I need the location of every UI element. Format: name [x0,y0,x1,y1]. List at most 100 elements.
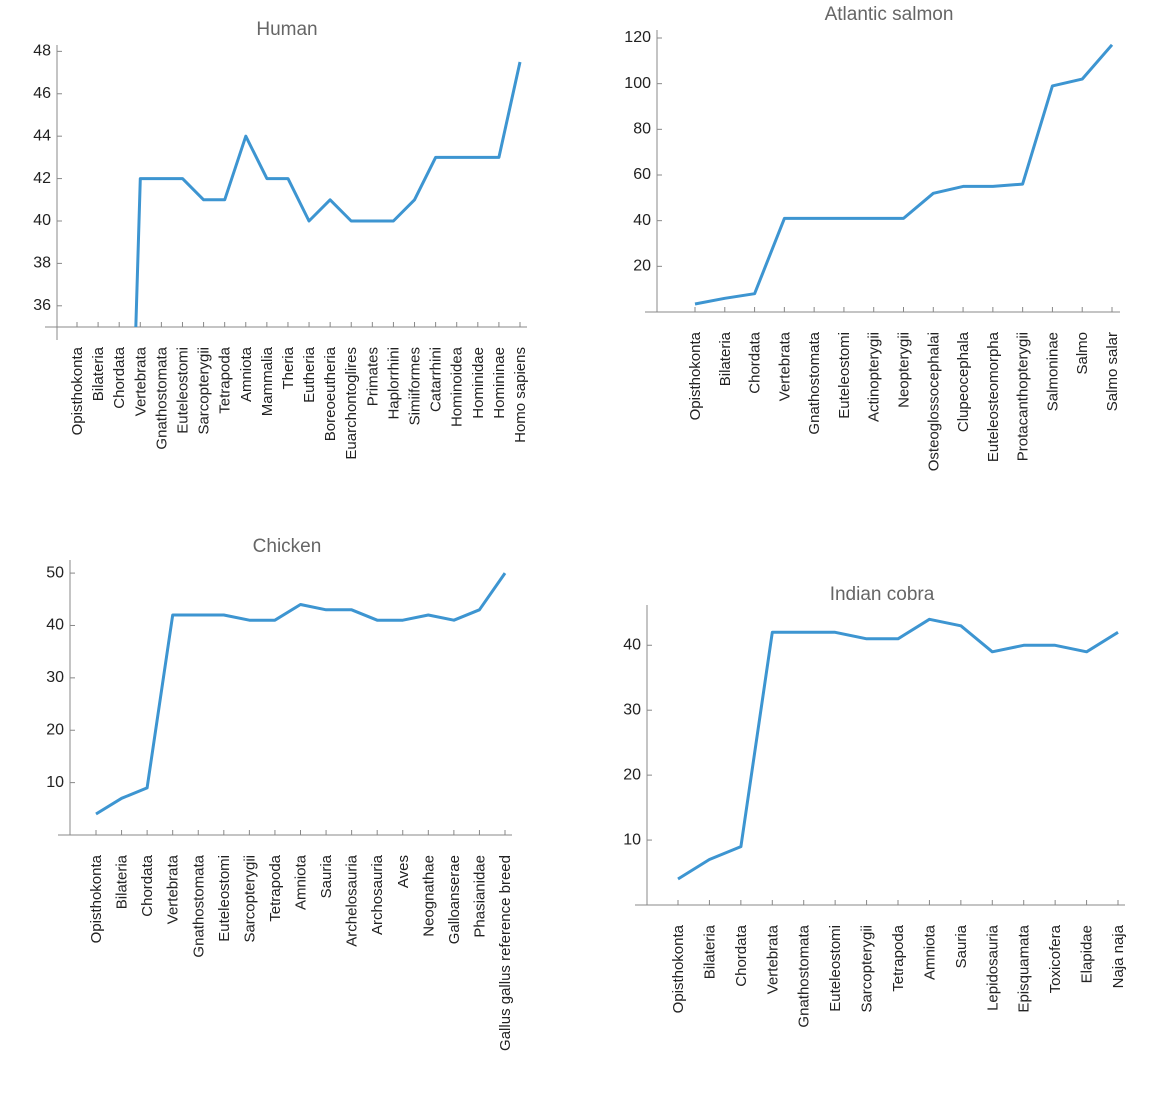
y-tick-label: 42 [33,170,51,187]
chart-title: Atlantic salmon [825,4,954,25]
x-tick-label: Euteleosteomorpha [985,331,1002,462]
x-tick-label: Elapidae [1079,925,1096,983]
x-tick-label: Simiiformes [407,347,424,425]
x-tick-label: Haplorrhini [385,347,402,420]
x-tick-label: Amniota [293,854,310,910]
x-tick-label: Archosauria [369,854,386,935]
data-line [677,617,1119,881]
x-tick-label: Eutheria [301,346,318,403]
data-line [694,43,1114,306]
x-tick-label: Chordata [139,854,156,916]
x-tick-label: Galloanserae [446,855,463,944]
x-tick-label: Opisthokonta [670,924,687,1013]
x-tick-label: Euteleostomi [174,347,191,434]
y-tick-label: 40 [46,617,64,634]
y-tick-label: 30 [46,669,64,686]
x-tick-label: Sarcopterygii [196,347,213,435]
x-tick-label: Tetrapoda [267,854,284,921]
x-tick-label: Catarrhini [428,347,445,412]
y-tick-label: 40 [33,212,51,229]
x-tick-label: Opisthokonta [69,346,86,435]
chart-title: Human [256,19,317,40]
y-tick-label: 46 [33,85,51,102]
x-tick-label: Chordata [747,331,764,393]
x-tick-label: Homininae [491,347,508,419]
data-line [95,572,507,816]
x-tick-label: Episquamata [1016,924,1033,1012]
x-tick-label: Chordata [733,924,750,986]
y-tick-label: 60 [633,166,651,183]
y-tick-label: 44 [33,127,51,144]
x-tick-label: Phasianidae [471,855,488,938]
x-tick-label: Vertebrata [776,331,793,401]
x-tick-label: Gallus gallus reference breed [497,855,514,1051]
x-tick-label: Sarcopterygii [859,925,876,1013]
x-tick-label: Hominoidea [449,346,466,427]
y-tick-label: 38 [33,255,51,272]
x-tick-label: Neognathae [420,855,437,937]
x-tick-label: Euteleostomi [827,925,844,1012]
y-tick-label: 100 [624,75,651,92]
x-tick-label: Primates [364,347,381,406]
y-tick-label: 10 [46,774,64,791]
x-tick-label: Salmo [1074,332,1091,375]
x-tick-label: Vertebrata [132,346,149,416]
x-tick-label: Theria [280,346,297,389]
x-tick-label: Sauria [318,854,335,898]
x-tick-label: Vertebrata [165,854,182,924]
x-tick-label: Archelosauria [344,854,361,946]
x-tick-label: Boreoeutheria [322,346,339,441]
y-tick-label: 30 [623,701,641,718]
x-tick-label: Opisthokonta [687,331,704,420]
x-tick-label: Gnathostomata [796,924,813,1027]
chart-title: Chicken [253,536,322,557]
y-tick-label: 80 [633,121,651,138]
x-tick-label: Hominidae [470,347,487,419]
x-tick-label: Euteleostomi [836,332,853,419]
x-tick-label: Bilateria [717,331,734,386]
x-tick-label: Neopterygii [896,332,913,408]
y-tick-label: 20 [623,766,641,783]
x-tick-label: Lepidosauria [984,924,1001,1011]
x-tick-label: Homo sapiens [512,347,529,443]
x-tick-label: Gnathostomata [806,331,823,434]
y-tick-label: 36 [33,297,51,314]
y-tick-label: 48 [33,43,51,60]
data-line [134,61,522,327]
y-tick-label: 50 [46,564,64,581]
x-tick-label: Actinopterygii [866,332,883,422]
x-tick-label: Aves [395,855,412,888]
chart-title: Indian cobra [830,584,935,605]
x-tick-label: Euarchontoglires [343,347,360,460]
x-tick-label: Euteleostomi [216,855,233,942]
x-tick-label: Salmoninae [1044,332,1061,411]
x-tick-label: Gnathostomata [153,346,170,449]
x-tick-label: Bilateria [701,924,718,979]
x-tick-label: Salmo salar [1104,332,1121,411]
x-tick-label: Tetrapoda [217,346,234,413]
y-tick-label: 40 [633,212,651,229]
y-tick-label: 10 [623,831,641,848]
y-tick-label: 20 [633,258,651,275]
x-tick-label: Toxicofera [1047,924,1064,993]
y-tick-label: 120 [624,29,651,46]
x-tick-label: Amniota [238,346,255,402]
x-tick-label: Tetrapoda [890,924,907,991]
x-tick-label: Protacanthopterygii [1015,332,1032,461]
x-tick-label: Bilateria [90,346,107,401]
x-tick-label: Amniota [921,924,938,980]
x-tick-label: Osteoglossocephalai [925,332,942,471]
x-tick-label: Naja naja [1110,924,1127,988]
x-tick-label: Mammalia [259,346,276,416]
x-tick-label: Sarcopterygii [241,855,258,943]
x-tick-label: Opisthokonta [88,854,105,943]
x-tick-label: Clupeocephala [955,331,972,432]
x-tick-label: Sauria [953,924,970,968]
y-tick-label: 40 [623,636,641,653]
x-tick-label: Vertebrata [764,924,781,994]
x-tick-label: Bilateria [114,854,131,909]
x-tick-label: Gnathostomata [190,854,207,957]
x-tick-label: Chordata [111,346,128,408]
y-tick-label: 20 [46,721,64,738]
